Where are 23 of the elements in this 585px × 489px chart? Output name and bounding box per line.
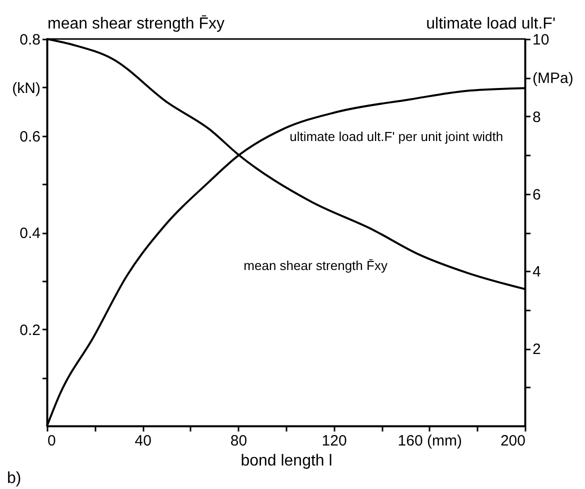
y-tick-label: 0.8 bbox=[20, 32, 40, 48]
y2-tick-label: 2 bbox=[532, 341, 541, 358]
x-tick-label: 200 bbox=[500, 432, 526, 450]
y2-tick-label: 10 bbox=[532, 32, 550, 48]
x-tick-label: 120 bbox=[322, 432, 347, 450]
x-axis-title: bond length l bbox=[240, 452, 332, 470]
y2-tick-label: 4 bbox=[532, 264, 541, 281]
text: b) bbox=[7, 470, 22, 487]
y-tick-label: 0.4 bbox=[20, 225, 40, 242]
x-tick-label: 80 bbox=[230, 432, 248, 450]
annotation: mean shear strength F̄xy bbox=[244, 258, 388, 273]
y2-tick-label: (MPa) bbox=[532, 70, 574, 88]
annotation: ultimate load ult.F' per unit joint width bbox=[290, 128, 504, 144]
x-tick-label: 0 bbox=[48, 432, 56, 450]
x-tick-label: 40 bbox=[134, 432, 152, 450]
y2-tick-label: 6 bbox=[532, 186, 541, 204]
y-tick-label: (kN) bbox=[12, 80, 40, 97]
x-tick-label: 160 (mm) bbox=[398, 432, 462, 450]
y-tick-label: 0.2 bbox=[20, 322, 40, 339]
y-axis-title: mean shear strength F̄xy bbox=[48, 15, 224, 32]
y2-axis-title: ultimate load ult.F' bbox=[426, 16, 556, 32]
y-tick-label: 0.6 bbox=[20, 128, 40, 146]
y2-tick-label: 8 bbox=[532, 108, 541, 126]
